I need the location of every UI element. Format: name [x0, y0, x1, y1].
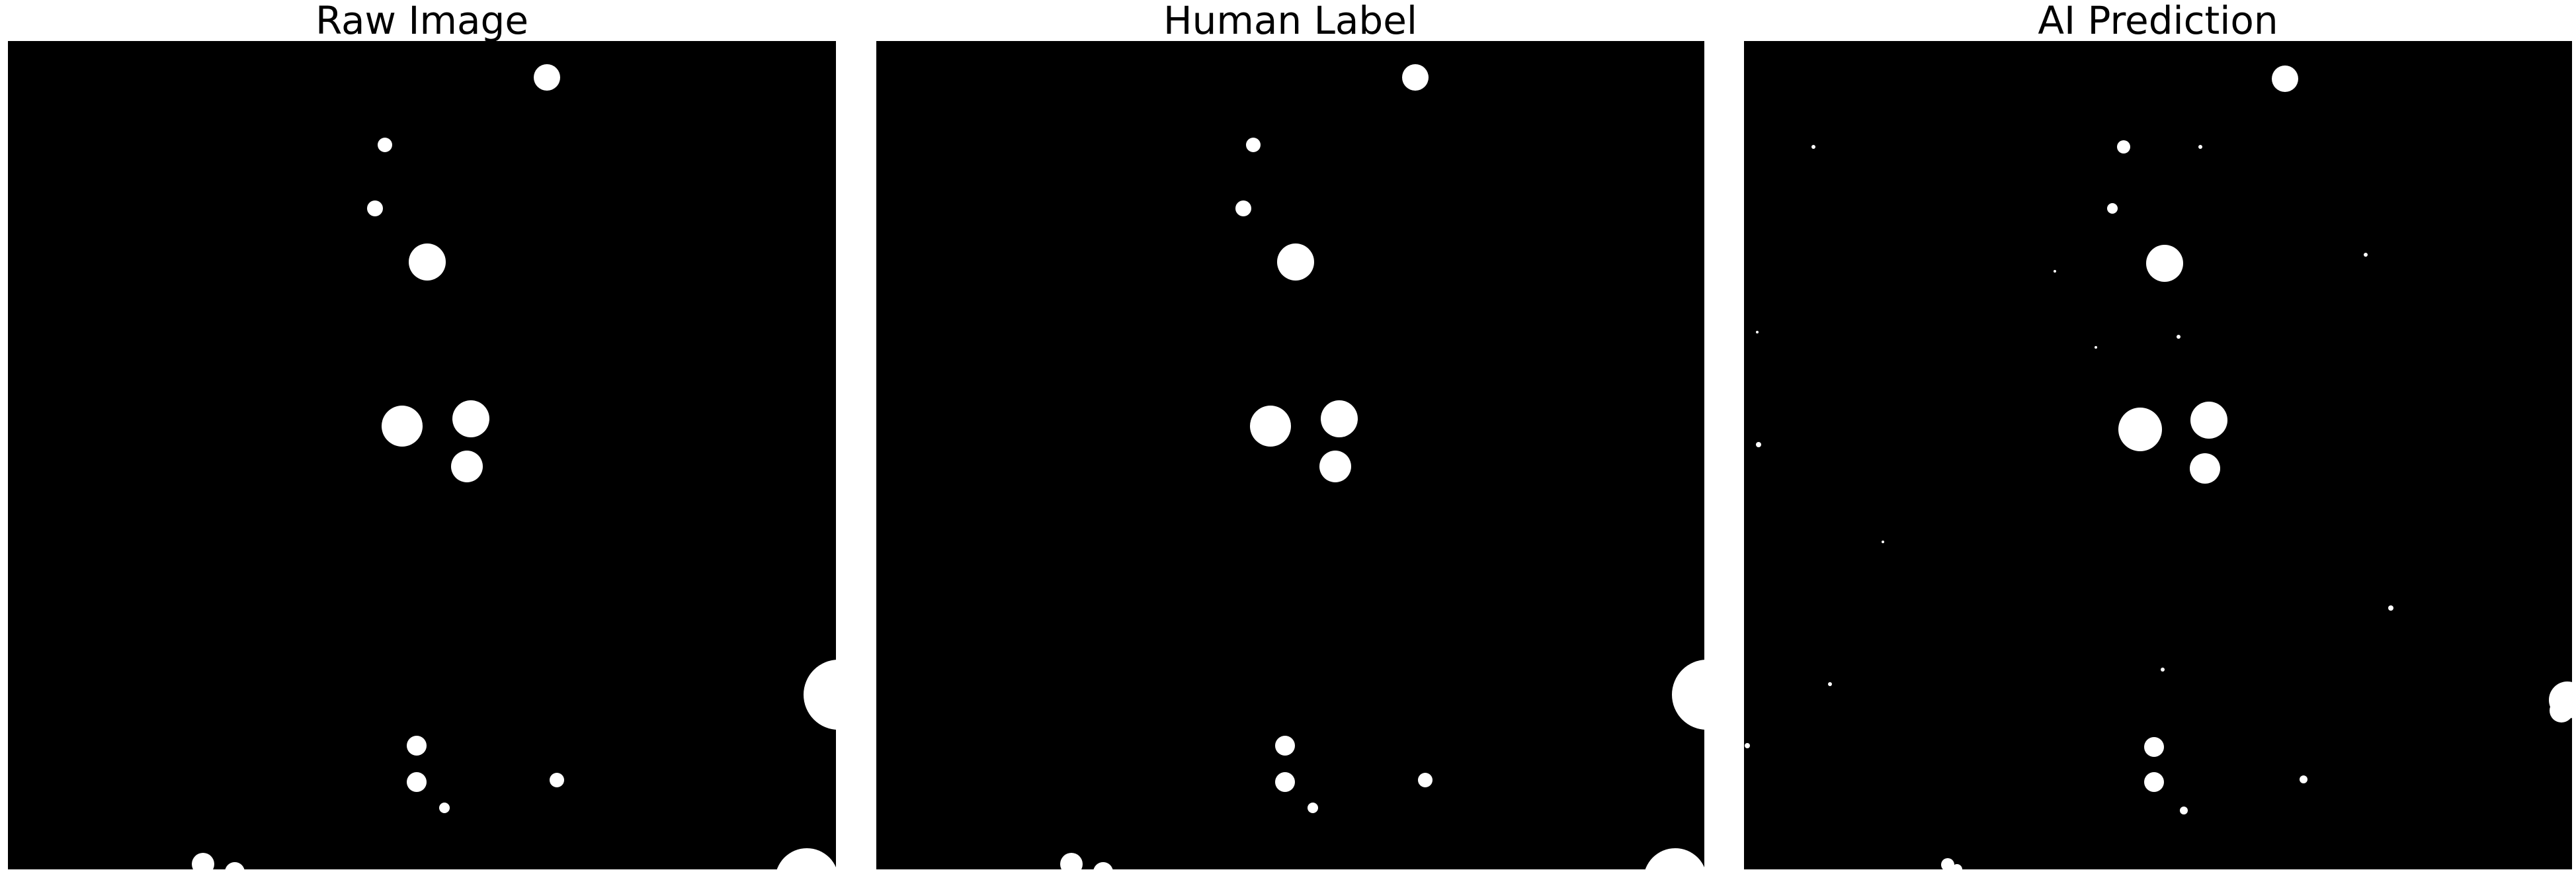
blob [1952, 864, 1962, 869]
blob [2054, 270, 2056, 273]
blob [2161, 668, 2165, 672]
blob [1319, 451, 1351, 482]
blob [1275, 772, 1295, 792]
blob [1941, 858, 1954, 869]
blob [409, 243, 446, 281]
blob [1756, 331, 1759, 333]
blob [225, 862, 245, 869]
blob [2364, 253, 2368, 257]
blob [1828, 682, 1832, 686]
human-label-image [876, 41, 1704, 869]
ai-prediction-image [1744, 41, 2572, 869]
blob [1308, 803, 1318, 813]
blob [2272, 66, 2298, 92]
blob [382, 406, 423, 447]
blob [2300, 775, 2307, 783]
blob [1756, 442, 1761, 447]
panel-title-raw-image: Raw Image [315, 0, 529, 43]
blob [2107, 203, 2118, 214]
blob [2388, 605, 2393, 611]
panel-title-ai-prediction: AI Prediction [2038, 0, 2278, 43]
blob [367, 200, 383, 216]
blob [2146, 245, 2183, 282]
blob [550, 773, 564, 787]
blob [776, 848, 836, 869]
blob [407, 772, 427, 792]
blob [2198, 145, 2202, 149]
blob [1672, 660, 1704, 730]
blob [1882, 541, 1884, 543]
blob [2190, 453, 2220, 484]
blob [407, 736, 427, 756]
human-label-background [876, 41, 1704, 869]
blob [2180, 807, 2188, 814]
blob [2095, 346, 2097, 349]
blob [2117, 140, 2130, 153]
blob [378, 138, 392, 152]
blob [192, 853, 214, 869]
blob [452, 400, 489, 437]
blob [2177, 335, 2181, 339]
blob [1093, 862, 1113, 869]
raw-image-background [8, 41, 836, 869]
blob [1235, 200, 1251, 216]
ai-prediction-background [1744, 41, 2572, 869]
blob [2190, 402, 2227, 439]
blob [451, 451, 483, 482]
blob [1060, 853, 1083, 869]
blob [1418, 773, 1433, 787]
blob [1811, 145, 1815, 149]
blob [534, 64, 560, 91]
blob [1277, 243, 1314, 281]
blob [2144, 737, 2164, 757]
raw-image [8, 41, 836, 869]
blob [439, 803, 450, 813]
blob [1402, 64, 1429, 91]
blob [1250, 406, 1291, 447]
blob [1275, 736, 1295, 756]
blob [1321, 400, 1358, 437]
blob [1246, 138, 1261, 152]
blob [1645, 848, 1704, 869]
panel-title-human-label: Human Label [1163, 0, 1418, 43]
blob [2550, 699, 2572, 723]
blob [2144, 772, 2164, 792]
blob [804, 660, 836, 730]
blob [2118, 408, 2162, 451]
blob [1745, 743, 1750, 748]
